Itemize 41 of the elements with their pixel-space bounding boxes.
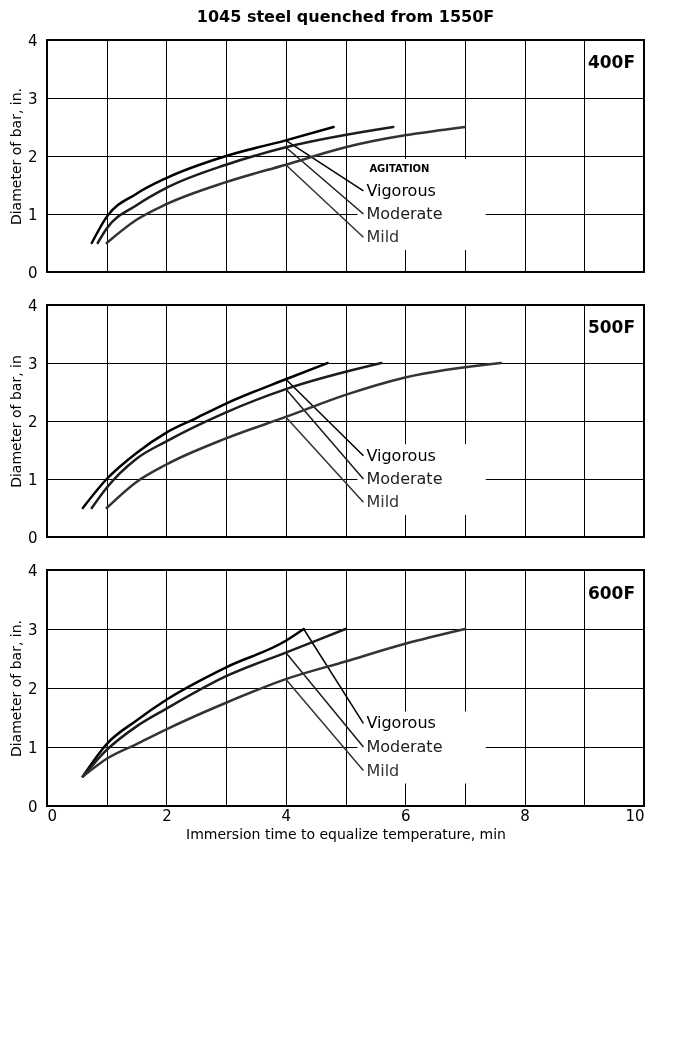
y-tick-label: 3 — [27, 620, 38, 639]
text: Moderate — [366, 469, 443, 488]
x-tick-label: 4 — [281, 806, 292, 825]
y-axis-title: Diameter of bar, in. — [7, 619, 24, 758]
annotation: 400F — [587, 52, 636, 73]
text: Vigorous — [366, 713, 436, 733]
line-series — [105, 361, 502, 510]
y-tick-label: 1 — [27, 738, 38, 757]
y-tick-label: 4 — [27, 296, 38, 315]
text: Vigorous — [366, 180, 436, 200]
y-tick-label: 3 — [27, 89, 38, 108]
line-series — [105, 125, 467, 245]
text: Vigorous — [366, 445, 436, 465]
y-tick-label: 0 — [27, 528, 38, 547]
x-tick-label: 6 — [400, 806, 411, 825]
y-tick-label: 4 — [27, 561, 38, 580]
chart-title: 1045 steel quenched from 1550F — [196, 7, 495, 26]
y-tick-label: 1 — [27, 470, 38, 489]
x-tick-label: 10 — [625, 806, 645, 825]
y-tick-label: 2 — [27, 679, 38, 698]
text: Moderate — [366, 737, 443, 756]
annotation: 600F — [587, 582, 636, 603]
y-tick-label: 3 — [27, 354, 38, 373]
text: Mild — [366, 492, 400, 512]
annotation: AGITATION — [369, 162, 430, 174]
y-tick-label: 1 — [27, 205, 38, 224]
text: Mild — [366, 760, 400, 780]
x-tick-label: 0 — [47, 806, 58, 825]
y-axis-title: Diameter of bar, in — [7, 355, 24, 488]
y-tick-label: 4 — [27, 31, 38, 50]
annotation: 500F — [587, 317, 636, 338]
line-series — [81, 627, 467, 778]
x-axis-title: Immersion time to equalize temperature, min — [186, 825, 506, 842]
y-tick-label: 2 — [27, 412, 38, 431]
text: Moderate — [366, 204, 443, 223]
x-tick-label: 8 — [520, 806, 530, 825]
text: Mild — [366, 227, 400, 247]
y-axis-title: Diameter of bar, in. — [7, 87, 24, 226]
y-tick-label: 2 — [27, 147, 38, 166]
y-tick-label: 0 — [27, 263, 38, 282]
x-tick-label: 2 — [162, 806, 172, 825]
